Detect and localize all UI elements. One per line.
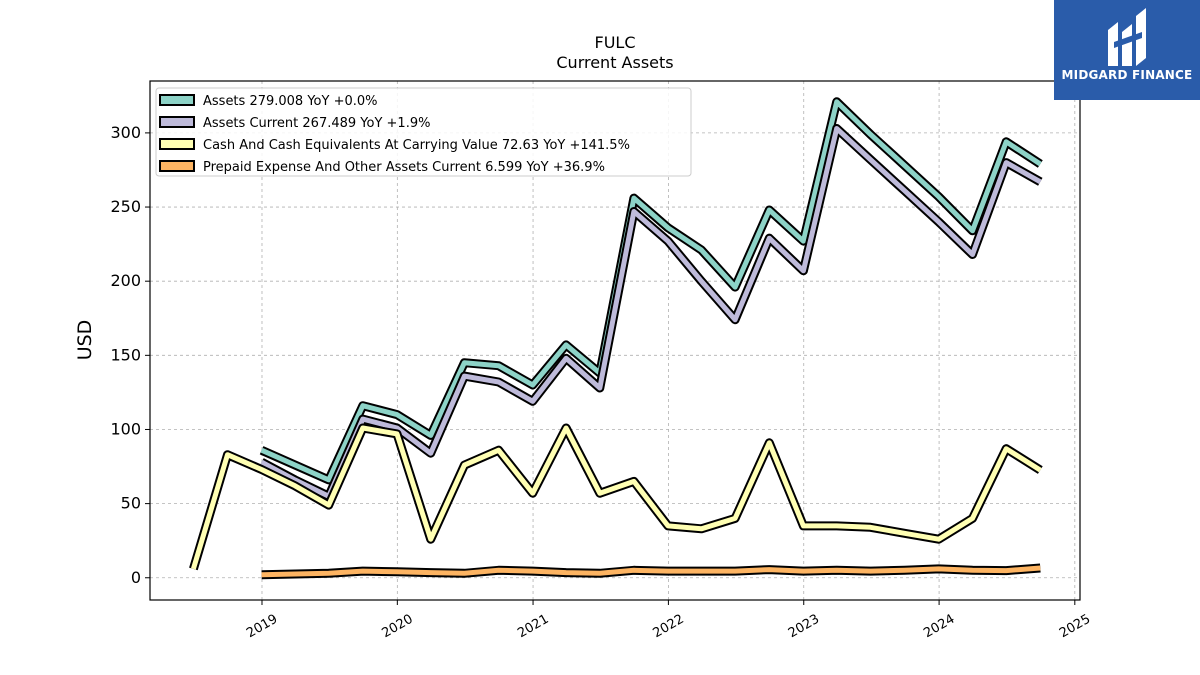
- y-tick-label: 250: [110, 197, 141, 216]
- y-tick-label: 150: [110, 345, 141, 364]
- brand-name: MIDGARD FINANCE: [1061, 68, 1193, 82]
- legend-swatch: [159, 94, 195, 106]
- x-tick-label: 2023: [786, 612, 822, 642]
- chart-subtitle: Current Assets: [556, 53, 673, 72]
- legend-swatch: [159, 116, 195, 128]
- series-3: [189, 423, 1043, 571]
- series-layer: [189, 97, 1043, 580]
- x-tick-label: 2021: [515, 612, 551, 642]
- series-1: [259, 97, 1043, 485]
- legend-swatch: [159, 138, 195, 150]
- y-tick-label: 50: [121, 494, 141, 513]
- legend-swatch: [159, 160, 195, 172]
- series-2: [259, 124, 1043, 501]
- legend: Assets 279.008 YoY +0.0% Assets Current 2…: [155, 87, 692, 177]
- chart-title: FULC: [595, 33, 636, 52]
- y-tick-label: 0: [131, 568, 141, 587]
- series-2-line: [260, 126, 1042, 499]
- series-3-line: [191, 425, 1042, 570]
- series-4: [261, 563, 1041, 580]
- x-tick-label: 2019: [244, 612, 280, 642]
- x-tick-label: 2022: [651, 612, 687, 642]
- y-tick-label: 200: [110, 271, 141, 290]
- series-1-line: [260, 99, 1042, 483]
- x-tick-label: 2024: [921, 612, 957, 642]
- y-axis-label: USD: [74, 320, 96, 361]
- x-tick-label: 2020: [380, 612, 416, 642]
- legend-entry: Prepaid Expense And Other Assets Current…: [203, 160, 605, 175]
- plot-area-frame: [149, 80, 1081, 601]
- series-4-line: [261, 565, 1041, 578]
- y-axis-ticks: 0 50 100 150 200 250 300: [110, 123, 150, 587]
- brand-logo: MIDGARD FINANCE: [1054, 0, 1200, 100]
- y-tick-label: 100: [110, 419, 141, 438]
- y-tick-label: 300: [110, 123, 141, 142]
- brand-logo-mark-icon: [1108, 8, 1146, 66]
- x-axis-ticks: 2019 2020 2021 2022 2023 2024 2025: [244, 600, 1093, 641]
- legend-entry: Assets Current 267.489 YoY +1.9%: [203, 116, 430, 131]
- legend-frame: [155, 87, 692, 177]
- legend-entry: Assets 279.008 YoY +0.0%: [203, 94, 378, 109]
- x-tick-label: 2025: [1057, 612, 1093, 642]
- legend-entry: Cash And Cash Equivalents At Carrying Va…: [203, 138, 630, 153]
